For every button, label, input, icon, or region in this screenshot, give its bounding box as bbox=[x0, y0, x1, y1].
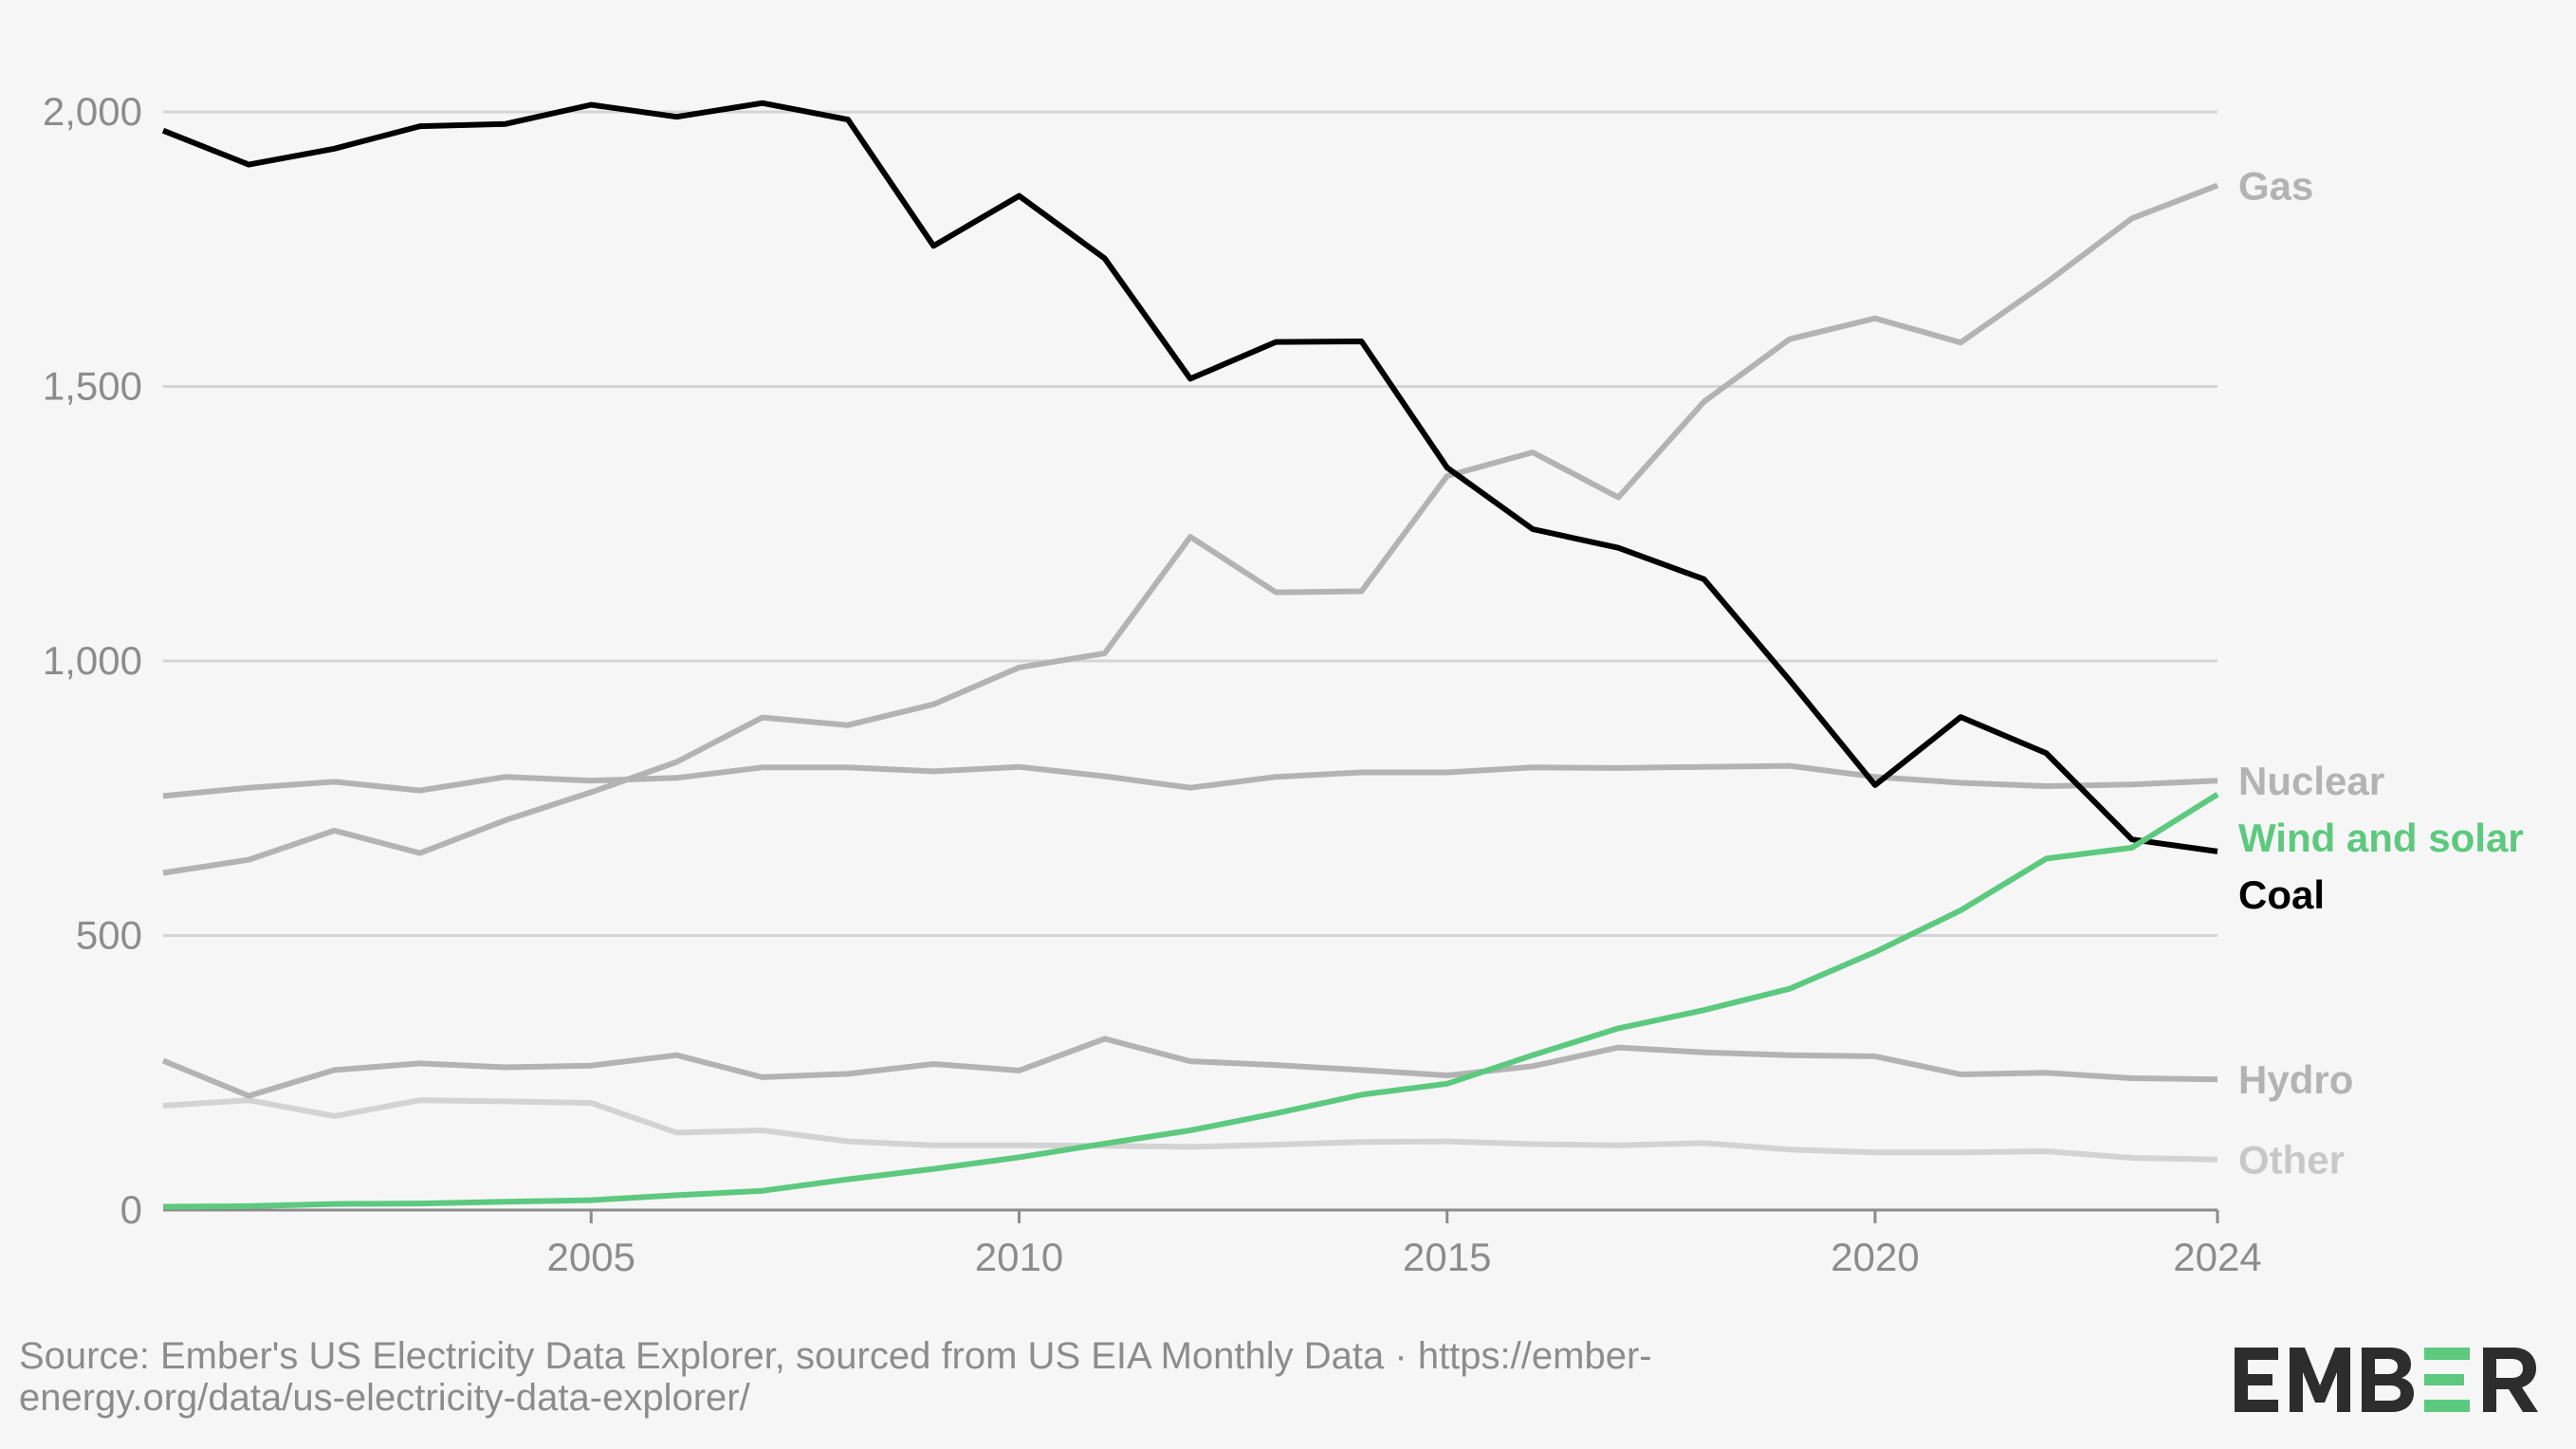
logo-letter-e1 bbox=[2235, 1348, 2278, 1412]
gridlines bbox=[163, 110, 2217, 937]
series-labels: Gas Nuclear Wind and solar Coal Hydro Other bbox=[2238, 164, 2524, 1183]
logo-letter-r bbox=[2483, 1348, 2538, 1412]
x-tick-label: 2010 bbox=[975, 1235, 1063, 1279]
series-line-coal bbox=[161, 100, 2218, 854]
series-label-nuclear: Nuclear bbox=[2238, 759, 2384, 803]
source-line-1: Source: Ember's US Electricity Data Expl… bbox=[19, 1335, 1652, 1377]
y-tick-label: 2,000 bbox=[43, 89, 142, 134]
x-tick-label: 2005 bbox=[547, 1235, 635, 1279]
series-label-hydro: Hydro bbox=[2238, 1057, 2353, 1102]
series-line-hydro bbox=[161, 1036, 2218, 1099]
axes: 0 500 1,000 1,500 2,000 2005 2010 2015 2020 2024 bbox=[43, 89, 2262, 1279]
ember-logo bbox=[2235, 1348, 2538, 1412]
series-label-gas: Gas bbox=[2238, 164, 2313, 209]
series-line-gas bbox=[162, 182, 2219, 876]
series-line-wind-and-solar bbox=[162, 792, 2219, 1210]
source-note: Source: Ember's US Electricity Data Expl… bbox=[19, 1335, 1992, 1419]
series-line-nuclear bbox=[162, 762, 2218, 799]
x-tick-label: 2024 bbox=[2173, 1235, 2261, 1279]
series-label-other: Other bbox=[2238, 1138, 2345, 1183]
series-line-other bbox=[162, 1097, 2218, 1163]
logo-letter-b bbox=[2362, 1348, 2414, 1412]
y-tick-label: 1,500 bbox=[43, 364, 142, 409]
series-lines bbox=[161, 100, 2219, 1210]
y-tick-label: 0 bbox=[120, 1187, 142, 1232]
y-tick-label: 500 bbox=[76, 913, 142, 958]
logo-letter-m bbox=[2290, 1348, 2350, 1412]
logo-letter-e2 bbox=[2424, 1348, 2470, 1412]
x-tick-label: 2020 bbox=[1831, 1235, 1919, 1279]
series-label-coal: Coal bbox=[2238, 872, 2325, 917]
source-line-2: energy.org/data/us-electricity-data-expl… bbox=[19, 1377, 750, 1419]
series-label-wind-and-solar: Wind and solar bbox=[2238, 816, 2524, 860]
x-tick-label: 2015 bbox=[1403, 1235, 1491, 1279]
y-tick-label: 1,000 bbox=[43, 638, 142, 683]
